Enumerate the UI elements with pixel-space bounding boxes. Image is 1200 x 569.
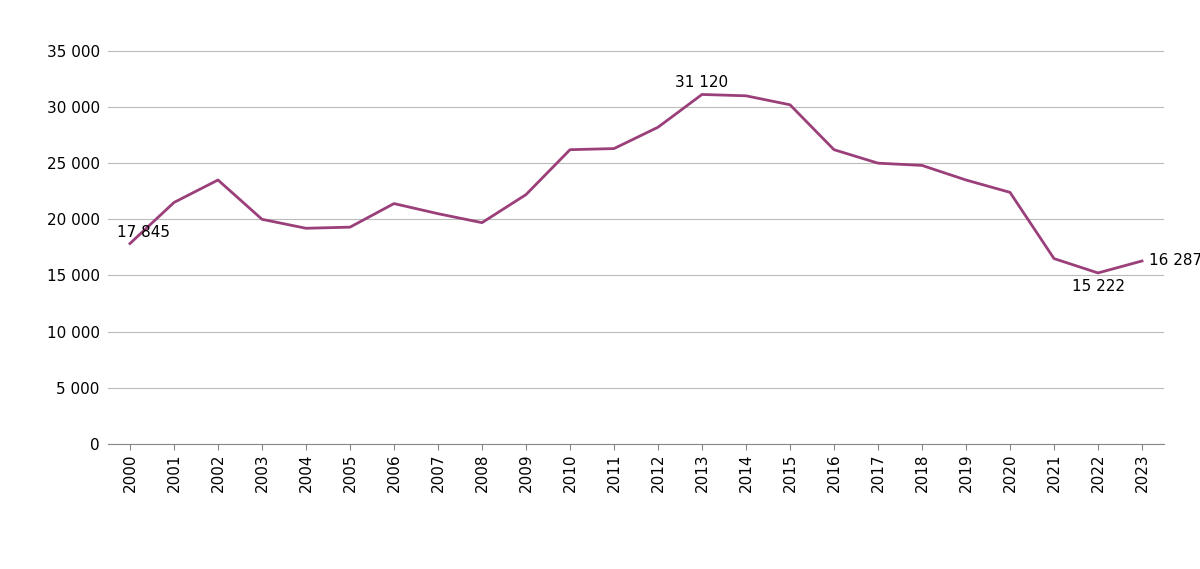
Text: 15 222: 15 222: [1072, 279, 1124, 294]
Text: 17 845: 17 845: [116, 225, 170, 240]
Text: 31 120: 31 120: [676, 75, 728, 90]
Text: 16 287: 16 287: [1148, 253, 1200, 269]
